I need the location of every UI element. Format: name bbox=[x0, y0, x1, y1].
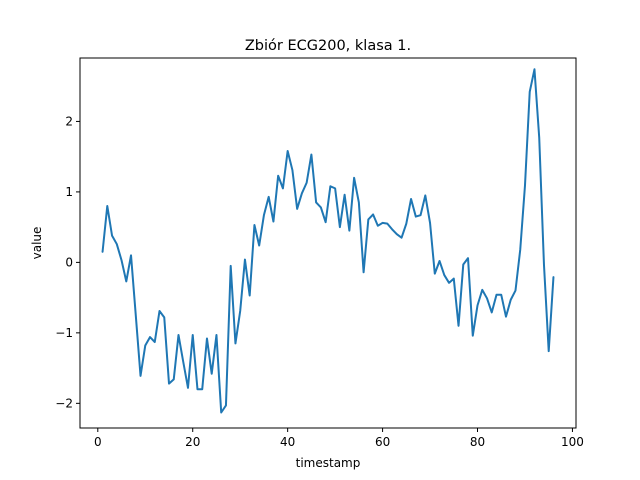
y-tick-label: −2 bbox=[55, 396, 73, 410]
y-tick-label: −1 bbox=[55, 326, 73, 340]
x-tick-label: 0 bbox=[94, 435, 102, 449]
x-tick-label: 20 bbox=[185, 435, 200, 449]
x-axis-label: timestamp bbox=[296, 456, 361, 470]
x-axis: 0 20 40 60 80 100 bbox=[94, 428, 584, 449]
x-tick-label: 100 bbox=[561, 435, 584, 449]
y-tick-label: 2 bbox=[65, 114, 73, 128]
y-axis-label: value bbox=[30, 227, 44, 260]
plot-area bbox=[101, 68, 555, 414]
series-line bbox=[101, 68, 555, 414]
y-tick-label: 0 bbox=[65, 255, 73, 269]
y-axis: −2 −1 0 1 2 bbox=[55, 114, 80, 410]
axes-frame bbox=[79, 57, 577, 429]
y-tick-label: 1 bbox=[65, 185, 73, 199]
x-tick-label: 40 bbox=[280, 435, 295, 449]
chart-title: Zbiór ECG200, klasa 1. bbox=[245, 38, 411, 54]
x-tick-label: 80 bbox=[470, 435, 485, 449]
x-tick-label: 60 bbox=[375, 435, 390, 449]
